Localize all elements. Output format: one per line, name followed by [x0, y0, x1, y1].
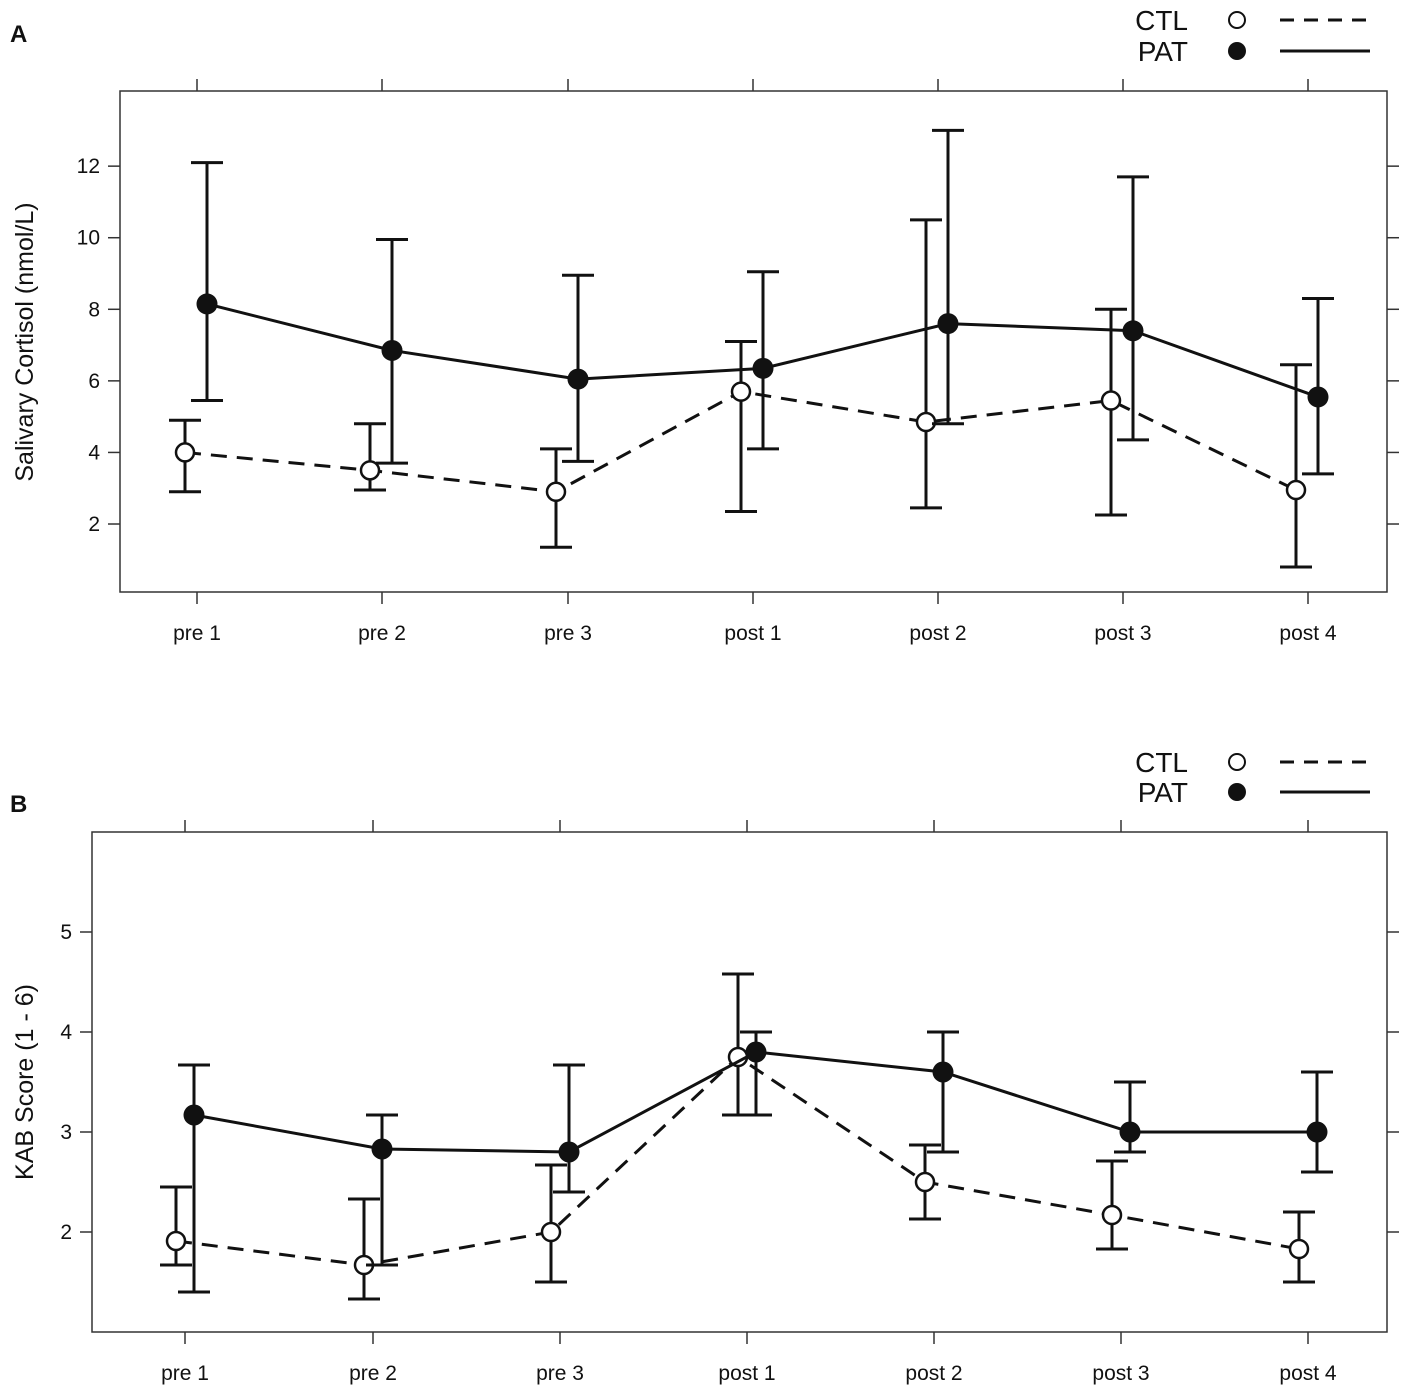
point-pat-a — [1307, 386, 1329, 408]
point-ctl-b — [540, 1221, 562, 1243]
point-ctl-b — [914, 1171, 936, 1193]
x-tick-label-b: post 1 — [718, 1362, 775, 1385]
x-tick-label-a: post 1 — [724, 622, 781, 645]
y-tick-label-b: 4 — [60, 1021, 72, 1044]
panel-letter-a: A — [10, 21, 27, 48]
legend-marker-ctl-a — [1228, 11, 1246, 29]
point-pat-a — [1122, 320, 1144, 342]
plot-frame-b — [91, 831, 1388, 1333]
x-tick-label-a: pre 1 — [173, 622, 221, 645]
x-tick-label-b: post 4 — [1279, 1362, 1337, 1385]
point-pat-b — [371, 1138, 393, 1160]
x-tick-label-b: pre 2 — [349, 1362, 397, 1385]
y-tick-label-b: 5 — [60, 921, 72, 944]
point-pat-b — [745, 1041, 767, 1063]
panel-a: A Salivary Cortisol (nmol/L) CTL PAT pre… — [10, 5, 1399, 645]
y-tick-label-a: 4 — [88, 441, 100, 464]
y-axis-label-b: KAB Score (1 - 6) — [11, 984, 39, 1180]
point-pat-b — [558, 1141, 580, 1163]
point-pat-b — [183, 1104, 205, 1126]
y-tick-label-a: 8 — [88, 298, 100, 321]
point-pat-a — [752, 357, 774, 379]
x-tick-label-b: pre 3 — [536, 1362, 584, 1385]
legend-label-ctl-a: CTL — [1135, 5, 1188, 36]
point-pat-a — [381, 339, 403, 361]
point-ctl-a — [1285, 479, 1307, 501]
x-tick-label-b: post 2 — [905, 1362, 962, 1385]
x-tick-label-b: post 3 — [1092, 1362, 1149, 1385]
point-pat-a — [937, 313, 959, 335]
point-pat-b — [932, 1061, 954, 1083]
x-tick-label-a: pre 3 — [544, 622, 592, 645]
y-tick-label-b: 3 — [60, 1121, 72, 1144]
point-ctl-a — [1100, 390, 1122, 411]
chart-marks-a: pre 1 pre 2 pre 3 post 1 post 2 post 3 post 4 2… — [77, 79, 1399, 645]
x-tick-label-a: post 3 — [1094, 622, 1151, 645]
legend-marker-pat-b — [1228, 783, 1246, 801]
y-tick-label-a: 10 — [77, 227, 100, 250]
legend-label-pat-b: PAT — [1138, 777, 1188, 808]
point-pat-a — [196, 293, 218, 315]
legend-b: CTL PAT — [1135, 747, 1370, 808]
legend-label-pat-a: PAT — [1138, 36, 1188, 67]
legend-label-ctl-b: CTL — [1135, 747, 1188, 778]
point-ctl-b — [165, 1230, 187, 1252]
point-ctl-a — [359, 460, 381, 481]
legend-marker-ctl-b — [1228, 753, 1246, 771]
point-ctl-a — [174, 442, 196, 463]
y-tick-label-a: 2 — [88, 513, 100, 536]
point-pat-b — [1119, 1121, 1141, 1143]
point-ctl-b — [1288, 1238, 1310, 1260]
y-tick-label-a: 6 — [88, 370, 100, 393]
legend-a: CTL PAT — [1135, 5, 1370, 67]
panel-letter-b: B — [10, 791, 27, 818]
x-tick-label-b: pre 1 — [161, 1362, 209, 1385]
x-tick-label-a: post 2 — [909, 622, 966, 645]
point-ctl-a — [730, 381, 752, 402]
legend-marker-pat-a — [1228, 42, 1246, 60]
x-tick-label-a: pre 2 — [358, 622, 406, 645]
y-tick-label-a: 12 — [77, 155, 100, 178]
y-axis-label-a: Salivary Cortisol (nmol/L) — [11, 202, 39, 481]
point-pat-b — [1306, 1121, 1328, 1143]
x-tick-label-a: post 4 — [1279, 622, 1337, 645]
point-pat-a — [567, 368, 589, 390]
chart-marks-b: pre 1 pre 2 pre 3 post 1 post 2 post 3 post 4 2… — [60, 820, 1399, 1385]
y-tick-label-b: 2 — [60, 1221, 72, 1244]
panel-b: B KAB Score (1 - 6) CTL PAT pre 1 pre 2 pr… — [10, 747, 1399, 1385]
point-ctl-a — [915, 411, 937, 433]
point-ctl-b — [1101, 1204, 1123, 1226]
point-ctl-a — [545, 481, 567, 503]
